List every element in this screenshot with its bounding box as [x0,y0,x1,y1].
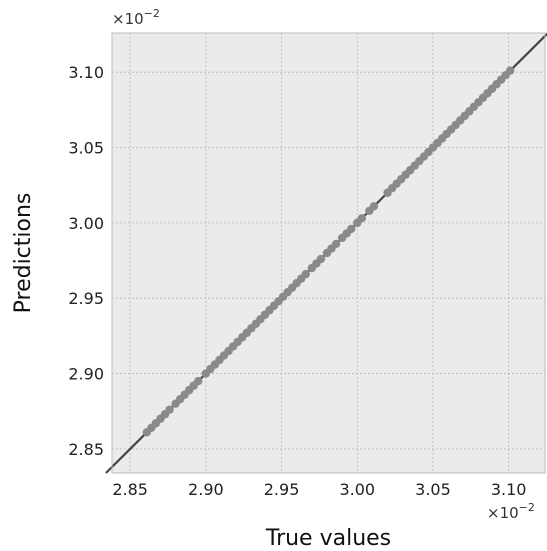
y-axis-scale-label: ×10−2 [112,7,160,28]
data-point [357,214,367,223]
data-points [142,66,515,437]
x-tick-label: 2.90 [188,480,224,499]
data-point [301,269,310,279]
x-tick-label: 2.85 [112,480,148,499]
y-tick-label: 3.00 [68,214,104,233]
y-tick-label: 2.85 [68,440,104,459]
x-axis-ticks: 2.85 2.90 2.95 3.00 3.05 3.10 [112,480,526,499]
x-tick-label: 3.00 [339,480,375,499]
x-axis-scale-label: ×10−2 [487,501,535,522]
data-point [165,405,174,414]
x-tick-label: 3.05 [415,480,451,499]
y-axis-label: Predictions [11,193,36,314]
y-tick-label: 2.95 [68,289,104,308]
data-point [331,239,341,249]
y-tick-label: 3.10 [68,63,104,82]
y-axis-ticks: 2.85 2.90 2.95 3.00 3.05 3.10 [68,63,104,459]
data-point [347,224,356,234]
plot-frame [111,32,546,474]
grid [112,33,545,473]
data-point [194,376,203,386]
x-tick-label: 3.10 [491,480,527,499]
y-tick-label: 2.90 [68,365,104,384]
data-point [505,66,515,75]
data-point [316,254,326,264]
x-axis-label: True values [265,526,391,551]
x-tick-label: 2.95 [264,480,300,499]
data-point [369,202,379,211]
y-tick-label: 3.05 [68,139,104,158]
